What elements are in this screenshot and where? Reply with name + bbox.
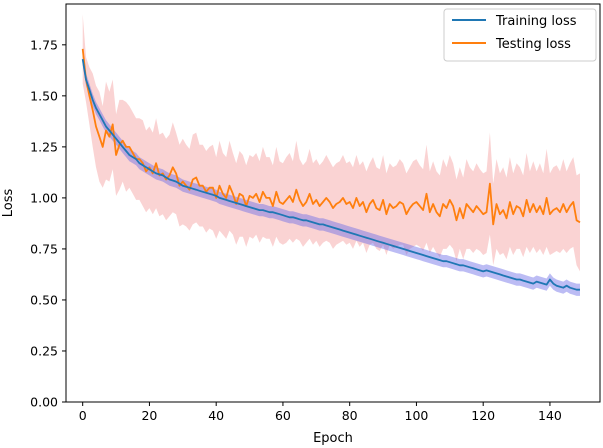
y-tick-label: 0.25 xyxy=(30,343,58,358)
testing-loss-line xyxy=(81,48,581,226)
confidence-bands xyxy=(82,14,580,296)
y-tick-label: 1.75 xyxy=(30,37,58,52)
y-tick-label: 1.25 xyxy=(30,139,58,154)
y-tick-label: 0.75 xyxy=(30,241,58,256)
x-tick-label: 0 xyxy=(79,408,87,423)
legend-label-training-loss: Training loss xyxy=(495,14,577,29)
x-axis-ticks: 0 20 40 60 80 100 120 140 xyxy=(79,402,562,423)
legend: Training loss Testing loss xyxy=(443,8,597,62)
series-lines xyxy=(81,48,581,291)
x-axis-title: Epoch xyxy=(313,431,353,446)
legend-box xyxy=(443,8,597,62)
y-axis-title: Loss xyxy=(1,189,16,218)
x-tick-label: 80 xyxy=(342,408,358,423)
testing-loss-band xyxy=(82,14,580,272)
y-tick-label: 1.00 xyxy=(30,190,58,205)
x-tick-label: 100 xyxy=(405,408,429,423)
x-tick-label: 120 xyxy=(471,408,495,423)
legend-label-testing-loss: Testing loss xyxy=(495,37,571,52)
plot-frame xyxy=(65,3,601,403)
x-tick-label: 140 xyxy=(538,408,562,423)
x-tick-label: 60 xyxy=(275,408,291,423)
y-tick-label: 0.50 xyxy=(30,292,58,307)
training-loss-line xyxy=(81,58,580,291)
y-axis-ticks: 0.00 0.25 0.50 0.75 1.00 1.25 1.50 1.75 xyxy=(30,37,66,410)
y-tick-label: 0.00 xyxy=(30,395,58,410)
x-tick-label: 20 xyxy=(141,408,157,423)
y-tick-label: 1.50 xyxy=(30,88,58,103)
x-tick-label: 40 xyxy=(208,408,224,423)
